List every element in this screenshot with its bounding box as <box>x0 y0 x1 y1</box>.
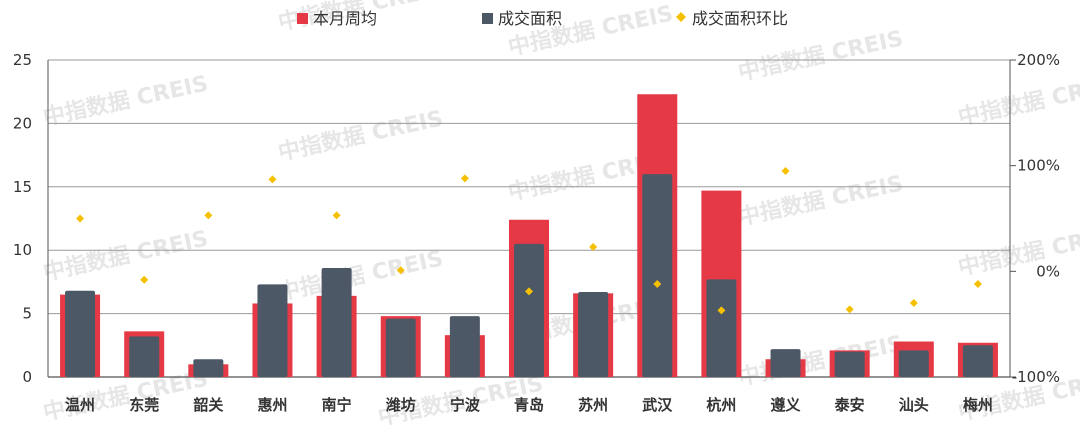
legend-label: 成交面积环比 <box>692 9 788 28</box>
y-left-tick-label: 25 <box>13 51 32 69</box>
point-mom-change <box>332 211 341 220</box>
x-tick-label: 青岛 <box>514 396 544 414</box>
watermark-text: 中指数据 CREIS <box>276 106 446 166</box>
y-right-tick-label: -100% <box>1012 368 1060 386</box>
axes-layer: 0 5 10 15 20 25 -100% 0% 100% 200% 温州 东莞 韶关 惠州 南宁 潍坊 宁波 青… <box>13 51 1060 414</box>
y-right-tick-label: 100% <box>1017 157 1060 175</box>
watermark-text: 中指数据 CREIS <box>736 26 906 86</box>
x-tick-label: 苏州 <box>578 396 608 414</box>
legend-swatch <box>297 13 308 24</box>
bar-deal-area <box>706 279 737 377</box>
legend-swatch <box>482 13 493 24</box>
point-mom-change <box>781 166 790 175</box>
x-tick-label: 韶关 <box>193 396 223 414</box>
bar-deal-area <box>642 174 673 377</box>
y-left-tick-label: 10 <box>13 241 32 259</box>
x-tick-label: 杭州 <box>706 396 736 414</box>
bar-deal-area <box>898 350 929 377</box>
y-right-tick-label: 200% <box>1017 51 1060 69</box>
point-mom-change <box>268 175 277 184</box>
y-left-tick-label: 20 <box>13 114 32 132</box>
y-left-tick-label: 5 <box>22 305 32 323</box>
bar-deal-area <box>962 345 993 377</box>
x-tick-label: 南宁 <box>322 396 352 414</box>
x-tick-label: 惠州 <box>257 396 287 414</box>
bar-deal-area <box>193 359 224 377</box>
y-left-tick-label: 15 <box>13 178 32 196</box>
x-tick-label: 温州 <box>65 396 95 414</box>
x-tick-label: 武汉 <box>642 396 673 414</box>
watermark-text: 中指数据 CREIS <box>41 71 211 131</box>
x-tick-label: 东莞 <box>129 396 159 414</box>
point-mom-change <box>525 287 533 296</box>
legend: 本月周均 成交面积 成交面积环比 <box>297 9 788 28</box>
bar-deal-area <box>834 351 865 377</box>
watermark-text: 中指数据 CREIS <box>956 71 1080 131</box>
point-mom-change <box>973 280 982 289</box>
x-tick-label: 汕头 <box>899 396 929 414</box>
point-mom-change <box>204 211 213 220</box>
y-right-tick-label: 0% <box>1036 262 1060 280</box>
x-tick-label: 宁波 <box>450 396 481 414</box>
bar-deal-area <box>770 349 801 377</box>
x-tick-label: 潍坊 <box>386 396 416 414</box>
watermark-text: 中指数据 CREIS <box>736 331 906 391</box>
point-mom-change <box>140 275 149 284</box>
bar-deal-area <box>449 316 480 377</box>
legend-swatch <box>676 12 686 22</box>
x-tick-label: 泰安 <box>834 396 865 414</box>
bar-deal-area <box>385 318 416 377</box>
bar-deal-area <box>321 267 352 377</box>
point-mom-change <box>845 305 854 314</box>
legend-label: 成交面积 <box>498 9 562 28</box>
point-mom-change <box>717 306 726 315</box>
point-mom-change <box>460 174 469 183</box>
watermark-text: 中指数据 CREIS <box>736 171 906 231</box>
point-mom-change <box>653 280 662 289</box>
bar-deal-area <box>65 290 96 377</box>
scatter-layer <box>76 166 982 315</box>
watermark-text: 中指数据 CREIS <box>276 246 446 306</box>
point-mom-change <box>76 214 85 223</box>
watermark-text: 中指数据 CREIS <box>956 221 1080 281</box>
bar-deal-area <box>257 284 288 377</box>
bars-layer <box>60 94 998 378</box>
x-tick-label: 遵义 <box>771 396 801 414</box>
bar-deal-area <box>578 292 609 377</box>
bar-deal-area <box>514 243 544 377</box>
bar-deal-area <box>129 336 160 377</box>
point-mom-change <box>589 243 598 252</box>
point-mom-change <box>909 299 918 308</box>
point-mom-change <box>396 266 405 275</box>
y-left-tick-label: 0 <box>22 368 32 386</box>
watermark-text: 中指数据 CREIS <box>41 226 211 286</box>
x-tick-label: 梅州 <box>963 396 993 414</box>
legend-label: 本月周均 <box>313 9 377 28</box>
